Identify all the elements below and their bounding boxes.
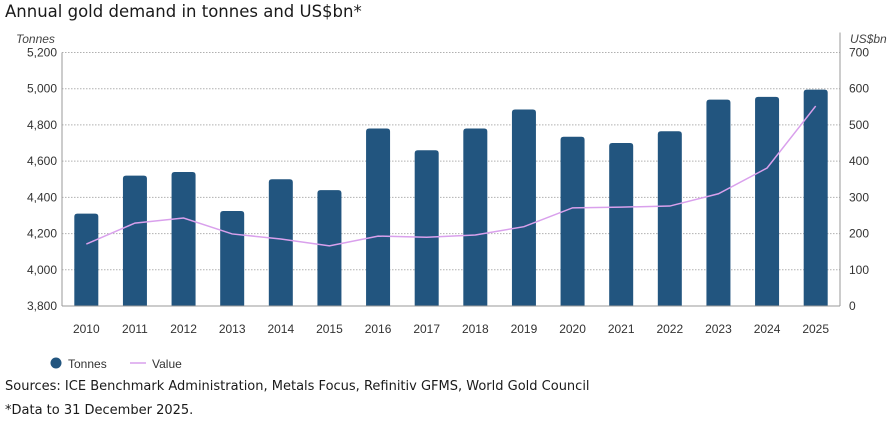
bar-tonnes — [317, 190, 342, 306]
right-tick-label: 500 — [849, 118, 869, 132]
legend-value-label: Value — [152, 357, 182, 371]
right-tick-label: 200 — [849, 227, 869, 241]
bar-tonnes — [414, 150, 439, 306]
x-tick-label: 2015 — [316, 322, 343, 336]
bar-tonnes — [74, 213, 99, 306]
x-tick-label: 2024 — [754, 322, 781, 336]
bar-tonnes — [511, 109, 536, 306]
sources-note: Sources: ICE Benchmark Administration, M… — [5, 379, 590, 394]
chart-title: Annual gold demand in tonnes and US$bn* — [5, 2, 362, 21]
x-tick-label: 2013 — [219, 322, 246, 336]
bar-tonnes — [560, 136, 585, 306]
legend: Tonnes Value — [50, 357, 182, 371]
left-tick-label: 4,200 — [27, 227, 57, 241]
right-tick-label: 100 — [849, 263, 869, 277]
bar-tonnes — [366, 128, 391, 306]
left-tick-label: 4,400 — [27, 190, 57, 204]
x-tick-label: 2017 — [413, 322, 440, 336]
x-tick-label: 2014 — [267, 322, 294, 336]
bar-tonnes — [706, 99, 731, 306]
left-tick-label: 4,000 — [27, 263, 57, 277]
left-tick-label: 5,200 — [27, 46, 57, 60]
bar-tonnes — [268, 179, 293, 306]
left-tick-label: 4,800 — [27, 118, 57, 132]
right-tick-label: 700 — [849, 46, 869, 60]
x-tick-label: 2023 — [705, 322, 732, 336]
bar-tonnes — [657, 131, 682, 306]
x-tick-label: 2010 — [73, 322, 100, 336]
x-tick-label: 2025 — [802, 322, 829, 336]
x-tick-label: 2012 — [170, 322, 197, 336]
value-line — [86, 105, 817, 247]
x-tick-label: 2018 — [462, 322, 489, 336]
bars — [74, 89, 828, 306]
x-tick-label: 2011 — [122, 322, 148, 336]
left-axis-unit: Tonnes — [16, 32, 55, 46]
x-tick-label: 2016 — [365, 322, 392, 336]
bar-tonnes — [609, 143, 634, 306]
x-tick-label: 2021 — [608, 322, 635, 336]
legend-tonnes-marker — [50, 357, 62, 369]
left-tick-label: 4,600 — [27, 154, 57, 168]
x-tick-label: 2020 — [559, 322, 586, 336]
right-tick-label: 400 — [849, 154, 869, 168]
tick-labels: 3,800 4,000 4,200 4,400 4,600 4,800 5,000 5,200… — [27, 46, 869, 337]
bar-tonnes — [122, 175, 147, 306]
bar-tonnes — [220, 210, 245, 306]
data-date-note: *Data to 31 December 2025. — [5, 403, 194, 418]
right-axis-unit: US$bn — [850, 32, 887, 46]
bar-tonnes — [755, 96, 780, 306]
left-tick-label: 3,800 — [27, 299, 57, 313]
right-tick-label: 600 — [849, 82, 869, 96]
x-tick-label: 2022 — [656, 322, 683, 336]
bar-tonnes — [803, 89, 828, 306]
left-tick-label: 5,000 — [27, 82, 57, 96]
bar-tonnes — [463, 128, 488, 306]
line-value — [86, 105, 817, 247]
legend-tonnes-label: Tonnes — [68, 357, 107, 371]
bar-tonnes — [171, 172, 196, 306]
x-tick-label: 2019 — [511, 322, 538, 336]
axes — [61, 32, 841, 307]
right-tick-label: 300 — [849, 190, 869, 204]
right-tick-label: 0 — [849, 299, 856, 313]
